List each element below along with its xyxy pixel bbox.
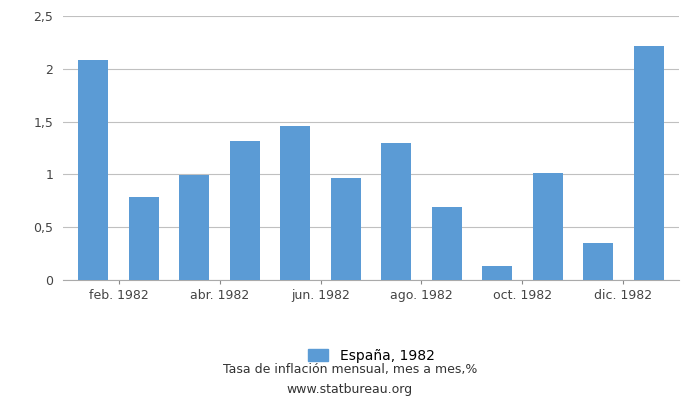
Bar — [482, 266, 512, 280]
Text: www.statbureau.org: www.statbureau.org — [287, 384, 413, 396]
Bar — [381, 143, 412, 280]
Bar — [179, 176, 209, 280]
Bar — [280, 126, 310, 280]
Bar — [432, 207, 462, 280]
Text: Tasa de inflación mensual, mes a mes,%: Tasa de inflación mensual, mes a mes,% — [223, 364, 477, 376]
Bar — [230, 141, 260, 280]
Bar — [78, 60, 108, 280]
Bar — [129, 196, 159, 280]
Bar — [634, 46, 664, 280]
Legend: España, 1982: España, 1982 — [302, 343, 440, 368]
Bar — [583, 243, 613, 280]
Bar — [533, 173, 563, 280]
Bar — [330, 178, 361, 280]
